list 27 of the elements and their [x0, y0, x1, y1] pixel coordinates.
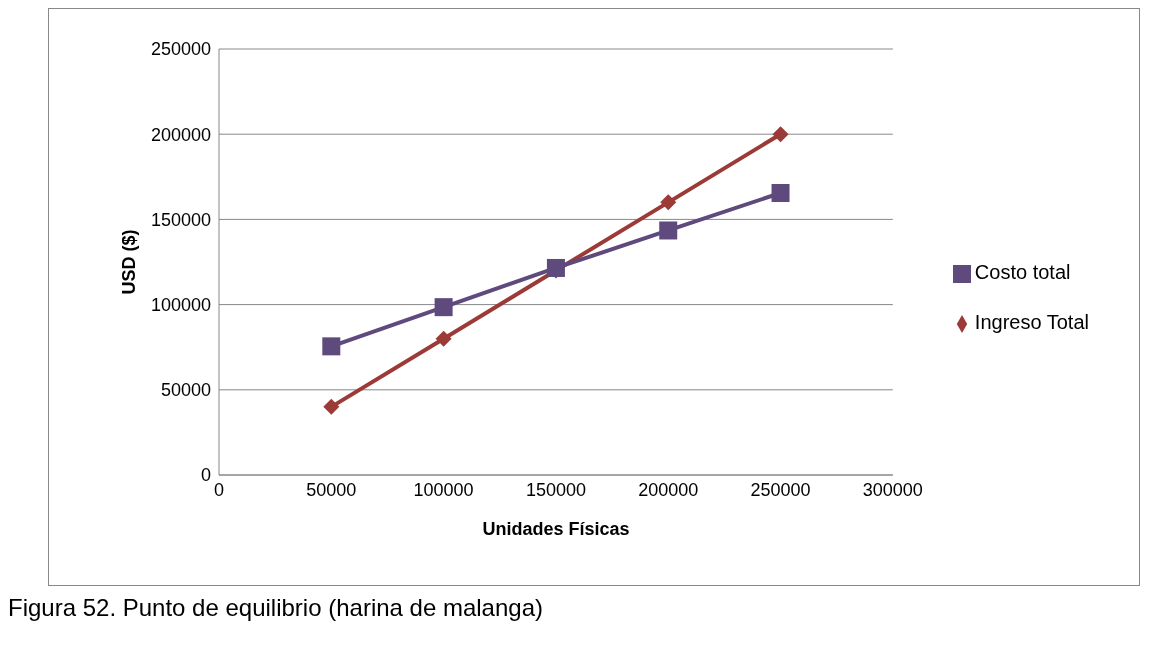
y-tick-label: 0	[200, 465, 211, 486]
x-tick-label: 50000	[306, 479, 357, 500]
point	[772, 126, 789, 143]
x-tick-label: 200000	[638, 479, 699, 500]
y-tick-label: 200000	[150, 124, 211, 145]
y-axis-title: USD ($)	[119, 229, 140, 295]
x-axis-title: Unidades Físicas	[482, 519, 630, 539]
legend-label: Costo total	[974, 261, 1071, 283]
point	[322, 337, 341, 356]
point	[323, 398, 340, 415]
y-tick-label: 250000	[150, 39, 211, 60]
point	[660, 194, 677, 211]
point	[546, 258, 565, 277]
y-tick-label: 150000	[150, 209, 211, 230]
y-tick-label: 100000	[150, 294, 211, 315]
x-tick-label: 100000	[413, 479, 474, 500]
x-tick-label: 150000	[525, 479, 586, 500]
text: Figura 52. Punto de equilibrio (harina de malanga)	[8, 594, 544, 622]
x-tick-label: 300000	[862, 479, 923, 500]
x-tick-label: 250000	[750, 479, 811, 500]
x-tick-label: 0	[213, 479, 225, 500]
point	[771, 183, 790, 202]
point	[435, 330, 452, 347]
y-tick-label: 50000	[160, 380, 211, 401]
legend-label: Ingreso Total	[974, 311, 1089, 333]
point	[434, 298, 453, 317]
point	[659, 221, 678, 240]
